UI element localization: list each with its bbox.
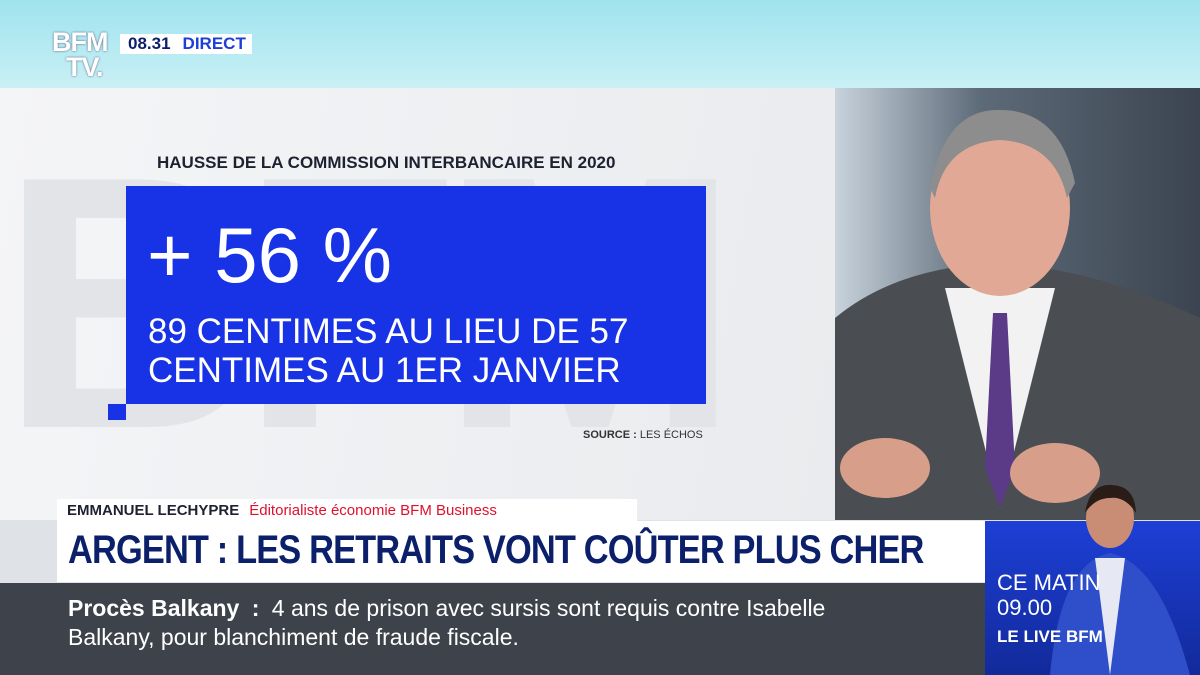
live-bar: 08.31 DIRECT bbox=[120, 34, 252, 54]
ticker-text: Balkany, pour blanchiment de fraude fisc… bbox=[68, 624, 519, 650]
ticker-text: 4 ans de prison avec sursis sont requis … bbox=[271, 595, 826, 621]
stat-box-corner bbox=[108, 404, 126, 420]
clock: 08.31 bbox=[128, 34, 171, 53]
source-name: LES ÉCHOS bbox=[639, 429, 703, 441]
logo-top: BFM bbox=[52, 27, 108, 57]
infographic-title: HAUSSE DE LA COMMISSION INTERBANCAIRE EN… bbox=[157, 153, 616, 172]
ticker: Procès Balkany : 4 ans de prison avec su… bbox=[68, 594, 825, 652]
live-label: DIRECT bbox=[182, 34, 246, 53]
speaker-role: Éditorialiste économie BFM Business bbox=[249, 501, 497, 519]
promo-show: LE LIVE BFM bbox=[997, 627, 1103, 646]
video-area bbox=[835, 88, 1200, 520]
logo-bottom: TV. bbox=[66, 52, 104, 82]
promo-text: CE MATIN 09.00 LE LIVE BFM bbox=[997, 570, 1103, 649]
presenter-image bbox=[1050, 484, 1190, 675]
ticker-topic: Procès Balkany bbox=[68, 595, 240, 621]
speaker-video bbox=[835, 109, 1200, 520]
stat-box bbox=[126, 186, 706, 404]
ticker-separator: : bbox=[251, 595, 260, 621]
source: SOURCE : LES ÉCHOS bbox=[583, 429, 703, 441]
headline: ARGENT : LES RETRAITS VONT COÛTER PLUS C… bbox=[68, 528, 924, 572]
logo: BFM TV. bbox=[52, 27, 108, 82]
stat-line: 89 CENTIMES AU LIEU DE 57 bbox=[148, 312, 629, 351]
headline-bar bbox=[57, 521, 985, 582]
speaker-bar: EMMANUEL LECHYPRE Éditorialiste économie… bbox=[57, 499, 637, 521]
stat-line: CENTIMES AU 1ER JANVIER bbox=[148, 351, 621, 390]
promo-time: 09.00 bbox=[997, 595, 1053, 620]
stat-value: + 56 % bbox=[147, 211, 393, 299]
speaker-name: EMMANUEL LECHYPRE bbox=[67, 501, 240, 519]
promo-line: CE MATIN bbox=[997, 570, 1101, 595]
ticker-bar bbox=[0, 583, 985, 675]
source-label: SOURCE : bbox=[583, 429, 637, 441]
stat-detail: 89 CENTIMES AU LIEU DE 57 CENTIMES AU 1E… bbox=[148, 312, 628, 390]
